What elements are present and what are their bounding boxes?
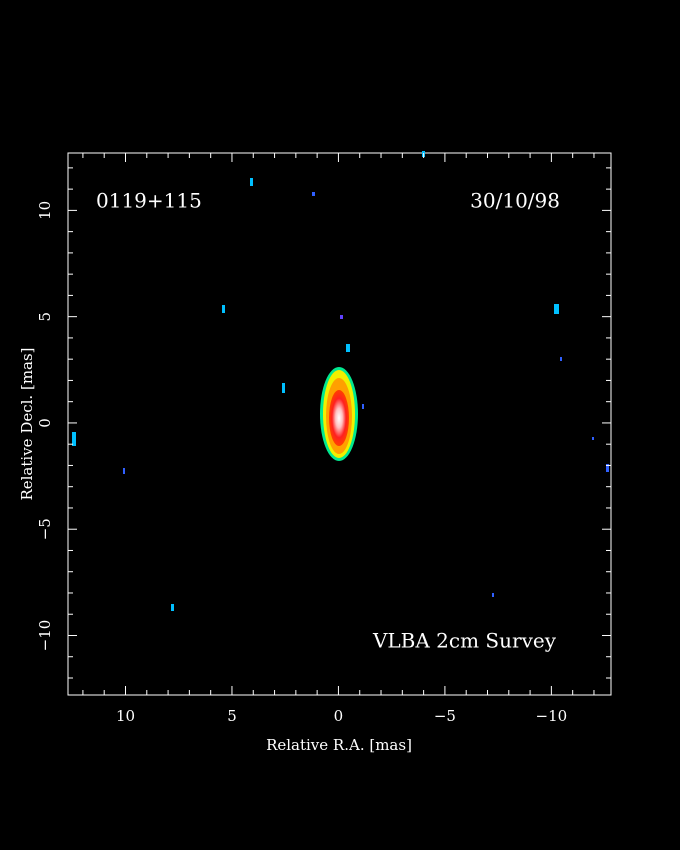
y-axis-label: Relative Decl. [mas] xyxy=(18,347,36,500)
x-tick-label: −5 xyxy=(434,707,456,725)
y-tick-label: −10 xyxy=(36,620,54,652)
survey-name: VLBA 2cm Survey xyxy=(372,629,557,653)
x-tick-label: −10 xyxy=(536,707,568,725)
x-axis-label: Relative R.A. [mas] xyxy=(266,736,412,754)
x-tick-label: 5 xyxy=(227,707,237,725)
source-name: 0119+115 xyxy=(96,189,202,213)
x-tick-label: 10 xyxy=(116,707,135,725)
source-image xyxy=(72,151,609,611)
epoch: 30/10/98 xyxy=(470,189,560,213)
y-tick-label: 0 xyxy=(36,418,54,428)
y-tick-label: −5 xyxy=(36,518,54,540)
x-tick-label: 0 xyxy=(334,707,344,725)
y-tick-label: 5 xyxy=(36,312,54,322)
y-tick-label: 10 xyxy=(36,201,54,220)
